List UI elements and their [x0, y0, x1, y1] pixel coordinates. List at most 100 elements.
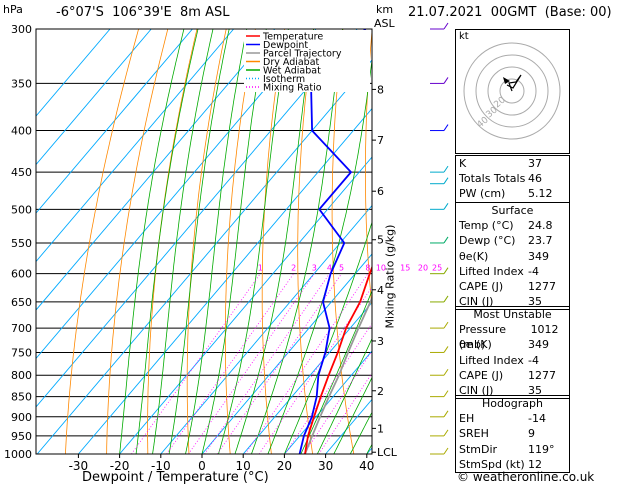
wet-adiabat	[201, 29, 267, 454]
mixing-ratio-label: 10	[376, 264, 386, 273]
legend-entry: Temperature	[262, 32, 323, 43]
isotherm	[284, 350, 372, 454]
dry-adiabat	[606, 29, 629, 454]
isotherm	[160, 204, 372, 454]
pressure-tick-label: 350	[11, 77, 32, 90]
wind-barb-flag	[443, 77, 449, 84]
isotherm	[36, 29, 193, 214]
hodograph-trace	[506, 74, 522, 92]
mu-label: CIN (J)	[459, 383, 494, 397]
hodograph-stats-box: Hodograph EH -14 SREH 9 StmDir 119° StmSpd …	[455, 395, 570, 473]
surface-row: Lifted Index -4	[456, 264, 569, 279]
wet-adiabat	[119, 29, 185, 454]
hodo-value: 12	[528, 457, 542, 471]
index-value: 37	[528, 157, 542, 170]
legend-box	[244, 30, 370, 92]
asl-label: ASL	[374, 17, 395, 30]
temp-tick-label: 0	[198, 459, 206, 473]
mixing-ratio-label: 25	[432, 264, 442, 273]
temp-tick-label: -20	[110, 459, 130, 473]
km-tick-label: 2	[377, 385, 384, 398]
indices-box: K 37 Totals Totals 46 PW (cm) 5.12	[455, 155, 570, 203]
surface-value: 1277	[528, 279, 556, 293]
pressure-tick-label: 700	[11, 322, 32, 335]
km-tick-label: 7	[377, 134, 384, 147]
x-axis-title: Dewpoint / Temperature (°C)	[82, 470, 269, 485]
isotherm	[36, 29, 317, 360]
mu-row: CAPE (J) 1277	[456, 368, 569, 383]
mixing-ratio-label: 15	[400, 264, 410, 273]
mu-row: Pressure (mb) 1012	[456, 322, 569, 352]
wind-barb-flag	[443, 447, 449, 455]
km-tick-label: 5	[377, 234, 384, 247]
wind-barb-flag	[443, 390, 449, 397]
isotherm	[78, 107, 372, 454]
surface-value: 24.8	[528, 219, 553, 233]
wet-adiabat	[251, 29, 343, 454]
hodo-value: 119°	[528, 442, 555, 456]
mixing-ratio-line	[244, 273, 369, 454]
hodo-row: EH -14	[456, 411, 569, 426]
wet-adiabat	[234, 29, 314, 454]
mu-value: 349	[528, 338, 549, 352]
pressure-tick-label: 500	[11, 203, 32, 216]
mixing-ratio-label: 5	[339, 264, 344, 273]
wet-adiabat	[168, 29, 230, 454]
mu-value: -4	[528, 353, 539, 367]
mu-label: CAPE (J)	[459, 368, 504, 382]
pressure-tick-label: 400	[11, 125, 32, 138]
mixing-ratio-label: 20	[418, 264, 428, 273]
hodo-row: StmDir 119°	[456, 442, 569, 457]
mu-label: Lifted Index	[459, 353, 524, 367]
wind-barb-flag	[443, 165, 449, 173]
mu-value: 1012	[530, 323, 559, 337]
mu-row: CIN (J) 35	[456, 383, 569, 398]
wet-adiabat	[185, 29, 248, 454]
index-value: 46	[528, 172, 542, 186]
pressure-tick-label: 750	[11, 346, 32, 359]
isotherm	[36, 29, 111, 117]
wind-barb-flag	[443, 346, 449, 353]
temp-tick-label: 20	[277, 459, 292, 473]
dry-adiabat	[224, 29, 256, 454]
mixing-ratio-line	[131, 273, 261, 454]
index-row: K 37	[456, 156, 569, 171]
surface-value: 23.7	[528, 234, 553, 248]
surface-row: Temp (°C) 24.8	[456, 218, 569, 233]
wind-barb-flag	[443, 321, 449, 329]
legend-entry: Dry Adiabat	[263, 57, 320, 68]
temp-tick-label: 40	[359, 459, 374, 473]
hodograph-box: kt 40 30 20	[455, 29, 570, 154]
surface-label: CIN (J)	[459, 295, 494, 309]
legend-entry: Mixing Ratio	[263, 83, 322, 94]
surface-row: Dewp (°C) 23.7	[456, 233, 569, 248]
mu-row: θe (K) 349	[456, 337, 569, 352]
mixing-ratio-line	[188, 273, 315, 454]
index-row: PW (cm) 5.12	[456, 186, 569, 201]
dry-adiabat	[186, 29, 227, 454]
hodograph-title: Hodograph	[482, 397, 543, 410]
pressure-tick-label: 600	[11, 268, 32, 281]
temp-tick-label: -10	[151, 459, 171, 473]
most-unstable-box: Most Unstable Pressure (mb) 1012 θe (K) 34…	[455, 306, 570, 400]
temp-tick-label: -30	[69, 459, 89, 473]
mixing-ratio-line	[166, 273, 294, 454]
hodo-row: SREH 9	[456, 426, 569, 441]
mu-label: Pressure (mb)	[459, 323, 506, 352]
isotherm	[36, 29, 152, 166]
mixing-ratio-line	[258, 286, 372, 454]
mu-row: Lifted Index -4	[456, 353, 569, 368]
surface-row: CIN (J) 35	[456, 294, 569, 309]
surface-label: θe(K)	[459, 249, 489, 263]
dry-adiabat	[65, 29, 139, 454]
mixing-ratio-label: 4	[327, 264, 332, 273]
copyright-footer: © weatheronline.co.uk	[457, 470, 595, 484]
wind-barb-flag	[443, 429, 449, 437]
wet-adiabat	[300, 289, 372, 454]
hpa-label: hPa	[3, 3, 23, 16]
km-tick-label: 8	[377, 83, 384, 96]
km-tick-label: 1	[377, 422, 384, 435]
index-label: PW (cm)	[459, 187, 506, 201]
mixing-ratio-label: 1	[258, 264, 263, 273]
wind-barb-flag	[443, 177, 449, 184]
